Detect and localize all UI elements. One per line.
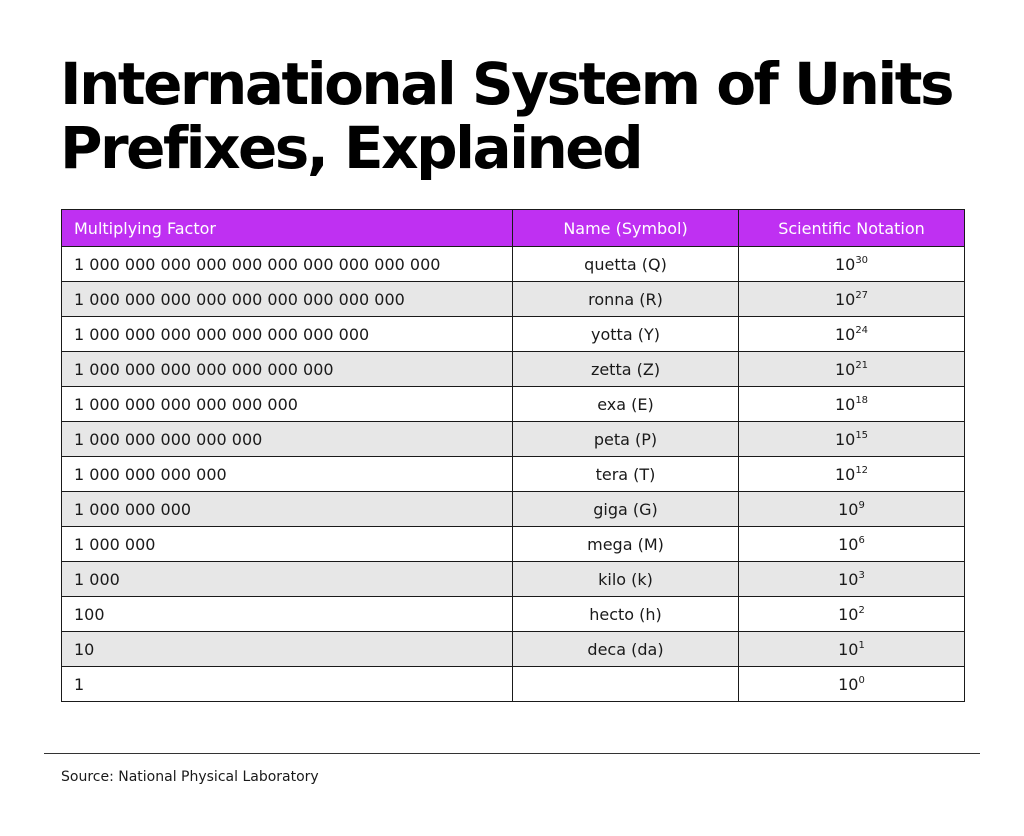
notation-exponent: 2	[858, 604, 865, 616]
table-row: 1 000 000 000 000 000 peta (P) 1015	[61, 421, 965, 457]
prefix-name-cell: kilo (k)	[512, 561, 739, 597]
notation-base: 10	[834, 394, 856, 414]
scientific-notation-cell: 1030	[738, 246, 965, 282]
notation-exponent: 0	[858, 674, 865, 686]
header-name-symbol: Name (Symbol)	[512, 209, 739, 247]
notation-base: 10	[834, 289, 856, 309]
prefix-name-cell: ronna (R)	[512, 281, 739, 317]
multiplying-factor-cell: 1 000 000 000 000	[61, 456, 513, 492]
notation-base: 10	[834, 324, 856, 344]
notation-base: 10	[834, 429, 856, 449]
notation-exponent: 6	[858, 534, 865, 546]
prefix-name-cell: hecto (h)	[512, 596, 739, 632]
multiplying-factor-cell: 1 000 000 000	[61, 491, 513, 527]
prefix-name-cell	[512, 666, 739, 702]
notation-base: 10	[838, 674, 859, 694]
notation-exponent: 12	[855, 464, 869, 476]
header-multiplying-factor: Multiplying Factor	[61, 209, 513, 247]
footer-divider	[44, 753, 980, 754]
table-row: 1 000 000 000 000 000 000 000 000 000 ron…	[61, 281, 965, 317]
multiplying-factor-cell: 1 000 000	[61, 526, 513, 562]
table-row: 1 000 kilo (k) 103	[61, 561, 965, 597]
prefix-name-cell: yotta (Y)	[512, 316, 739, 352]
notation-base: 10	[838, 499, 859, 519]
multiplying-factor-cell: 1 000 000 000 000 000	[61, 421, 513, 457]
multiplying-factor-cell: 1	[61, 666, 513, 702]
table-row: 1 100	[61, 666, 965, 702]
scientific-notation-cell: 103	[738, 561, 965, 597]
multiplying-factor-cell: 10	[61, 631, 513, 667]
multiplying-factor-cell: 1 000 000 000 000 000 000 000 000	[61, 316, 513, 352]
table-row: 1 000 000 000 000 000 000 000 zetta (Z) 10…	[61, 351, 965, 387]
notation-base: 10	[834, 464, 856, 484]
prefix-name-cell: giga (G)	[512, 491, 739, 527]
scientific-notation-cell: 1012	[738, 456, 965, 492]
notation-base: 10	[834, 254, 856, 274]
table-row: 1 000 000 000 000 000 000 000 000 yotta (…	[61, 316, 965, 352]
notation-base: 10	[838, 534, 859, 554]
notation-base: 10	[838, 569, 859, 589]
scientific-notation-cell: 101	[738, 631, 965, 667]
prefix-name-cell: zetta (Z)	[512, 351, 739, 387]
prefix-name-cell: mega (M)	[512, 526, 739, 562]
notation-exponent: 27	[855, 289, 869, 301]
notation-base: 10	[838, 639, 859, 659]
prefix-name-cell: exa (E)	[512, 386, 739, 422]
scientific-notation-cell: 1024	[738, 316, 965, 352]
header-row: Multiplying Factor Name (Symbol) Scienti…	[61, 209, 965, 247]
multiplying-factor-cell: 1 000	[61, 561, 513, 597]
scientific-notation-cell: 1021	[738, 351, 965, 387]
prefix-name-cell: deca (da)	[512, 631, 739, 667]
notation-exponent: 15	[855, 429, 869, 441]
table-row: 1 000 000 000 000 000 000 000 000 000 00…	[61, 246, 965, 282]
notation-exponent: 21	[855, 359, 869, 371]
title-line-2: Prefixes, Explained	[60, 114, 644, 182]
table-row: 100 hecto (h) 102	[61, 596, 965, 632]
scientific-notation-cell: 1018	[738, 386, 965, 422]
table-body: 1 000 000 000 000 000 000 000 000 000 00…	[61, 246, 965, 702]
table-header: Multiplying Factor Name (Symbol) Scienti…	[61, 209, 965, 247]
prefix-name-cell: quetta (Q)	[512, 246, 739, 282]
table-row: 1 000 000 mega (M) 106	[61, 526, 965, 562]
table-row: 1 000 000 000 000 tera (T) 1012	[61, 456, 965, 492]
notation-base: 10	[834, 359, 856, 379]
notation-exponent: 24	[855, 324, 869, 336]
multiplying-factor-cell: 1 000 000 000 000 000 000	[61, 386, 513, 422]
title-line-1: International System of Units	[60, 50, 955, 118]
notation-exponent: 3	[858, 569, 865, 581]
prefix-name-cell: tera (T)	[512, 456, 739, 492]
multiplying-factor-cell: 100	[61, 596, 513, 632]
table-row: 1 000 000 000 giga (G) 109	[61, 491, 965, 527]
prefix-name-cell: peta (P)	[512, 421, 739, 457]
scientific-notation-cell: 100	[738, 666, 965, 702]
notation-exponent: 18	[855, 394, 869, 406]
notation-base: 10	[838, 604, 859, 624]
multiplying-factor-cell: 1 000 000 000 000 000 000 000 000 000	[61, 281, 513, 317]
scientific-notation-cell: 106	[738, 526, 965, 562]
notation-exponent: 30	[855, 254, 869, 266]
scientific-notation-cell: 1027	[738, 281, 965, 317]
scientific-notation-cell: 109	[738, 491, 965, 527]
source-note: Source: National Physical Laboratory	[61, 769, 319, 785]
table-row: 10 deca (da) 101	[61, 631, 965, 667]
notation-exponent: 9	[858, 499, 865, 511]
multiplying-factor-cell: 1 000 000 000 000 000 000 000	[61, 351, 513, 387]
page-title: International System of Units Prefixes, …	[60, 52, 1000, 180]
notation-exponent: 1	[858, 639, 865, 651]
si-prefix-table: Multiplying Factor Name (Symbol) Scienti…	[61, 209, 965, 702]
header-scientific-notation: Scientific Notation	[738, 209, 965, 247]
table-row: 1 000 000 000 000 000 000 exa (E) 1018	[61, 386, 965, 422]
scientific-notation-cell: 1015	[738, 421, 965, 457]
multiplying-factor-cell: 1 000 000 000 000 000 000 000 000 000 00…	[61, 246, 513, 282]
scientific-notation-cell: 102	[738, 596, 965, 632]
